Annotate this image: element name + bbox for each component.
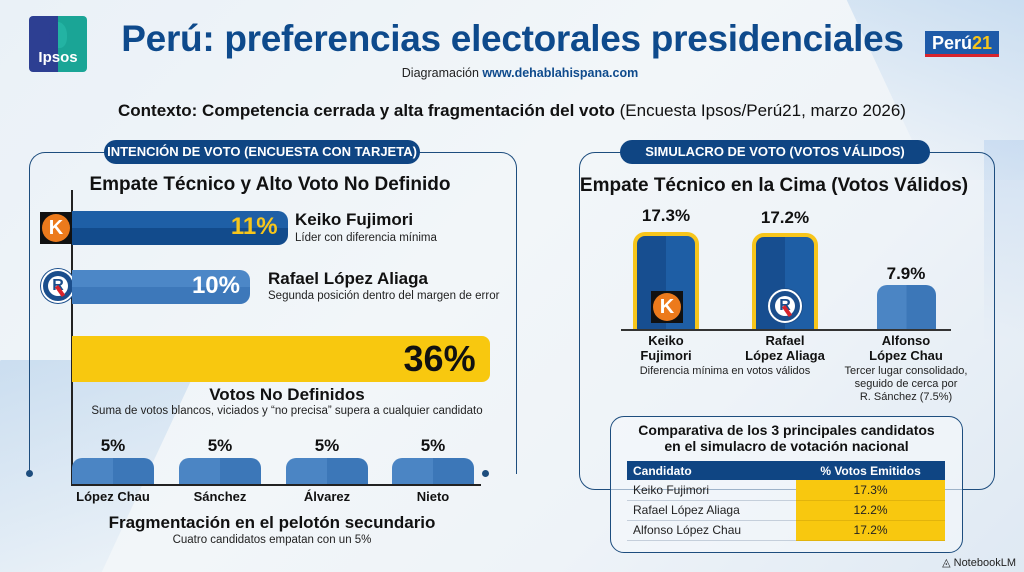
desc-line: seguido de cerca por	[854, 378, 958, 390]
bar-alfonso-lopez-chau-valid	[877, 284, 936, 329]
title-line: Comparativa de los 3 principales candida…	[638, 422, 935, 438]
ipsos-logo: Ipsos	[29, 16, 87, 72]
ipsos-logo-text: Ipsos	[38, 49, 78, 66]
bar-category-label: López Chau	[76, 489, 150, 504]
bar-value-label: 5%	[207, 436, 233, 455]
notebooklm-icon: ◬	[942, 557, 954, 569]
bar-nieto	[392, 458, 474, 484]
notebooklm-text: NotebookLM	[953, 557, 1016, 569]
table-row: Rafael López Aliaga 12.2%	[627, 500, 945, 521]
bar-sanchez	[179, 458, 261, 484]
connector-dot	[482, 470, 489, 477]
bar-votos-no-definidos: 36%	[72, 336, 490, 382]
candidate-name: Rafael López Aliaga	[268, 269, 428, 288]
third-place-desc: Tercer lugar consolidado, seguido de cerc…	[836, 365, 976, 404]
candidate-name: Keiko Fujimori	[295, 210, 414, 229]
bar-category-label: Rafael López Aliaga	[725, 333, 845, 363]
fuerza-popular-k-icon: K	[651, 290, 683, 323]
label-line: Rafael	[765, 333, 805, 348]
column-header: Candidato	[627, 461, 797, 480]
candidate-desc: Segunda posición dentro del margen de er…	[268, 290, 500, 302]
bar-category-label: Nieto	[416, 489, 450, 504]
bar-alvarez	[286, 458, 368, 484]
bar-keiko-fujimori-valid: K	[633, 232, 699, 329]
context-line: Contexto: Competencia cerrada y alta fra…	[0, 101, 1024, 121]
table-cell: 12.2%	[796, 500, 945, 521]
bar-rafael-lopez-aliaga-valid: R	[752, 232, 818, 329]
bar-value-label: 36%	[403, 338, 476, 379]
candidate-desc: Líder con diferencia mínima	[295, 232, 437, 244]
notebooklm-badge: ◬ NotebookLM	[942, 556, 1016, 569]
bar-category-label: Keiko Fujimori	[606, 333, 726, 363]
ipsos-head-icon	[49, 22, 67, 48]
renovacion-popular-r-icon: R	[41, 269, 75, 303]
label-line: Alfonso	[881, 333, 931, 348]
bar-value-label: 5%	[100, 436, 126, 455]
bar-value-label: 10%	[191, 272, 240, 299]
table-cell: 17.3%	[796, 480, 945, 501]
credit-site: www.dehablahispana.com	[482, 66, 639, 80]
table-cell: 17.2%	[796, 520, 945, 541]
right-panel-tab: SIMULACRO DE VOTO (VOTOS VÁLIDOS)	[620, 140, 930, 164]
bar-value-label: 11%	[230, 213, 278, 240]
bar-category-label: Sánchez	[193, 489, 247, 504]
bar-keiko-fujimori: 11%	[72, 211, 288, 245]
table-cell: Rafael López Aliaga	[627, 500, 797, 521]
right-chart-title: Empate Técnico en la Cima (Votos Válidos…	[579, 175, 969, 196]
title-line: en el simulacro de votación nacional	[664, 438, 909, 454]
bar-value-label: 17.2%	[760, 208, 810, 227]
k-letter: K	[42, 214, 70, 242]
bar-value-label: 7.9%	[886, 264, 926, 283]
context-source: (Encuesta Ipsos/Perú21, marzo 2026)	[614, 101, 906, 120]
table-row: Keiko Fujimori 17.3%	[627, 480, 945, 501]
left-chart-title: Empate Técnico y Alto Voto No Definido	[89, 174, 451, 195]
peru21-logo-number: 21	[972, 33, 993, 53]
left-chart-y-axis	[71, 190, 73, 484]
column-header: % Votos Emitidos	[796, 461, 945, 480]
page-title: Perú: preferencias electorales presidenc…	[121, 18, 904, 59]
left-chart-x-axis	[71, 484, 481, 486]
top-two-desc: Diferencia mínima en votos válidos	[639, 365, 811, 377]
table-cell: Alfonso López Chau	[627, 520, 797, 541]
left-panel-frame	[29, 152, 517, 474]
comparison-table: Candidato % Votos Emitidos Keiko Fujimor…	[627, 461, 945, 541]
fragmentation-desc: Cuatro candidatos empatan con un 5%	[172, 534, 372, 546]
right-chart-x-axis	[621, 329, 951, 331]
bar-category-label: Álvarez	[303, 489, 351, 504]
label-line: Fujimori	[640, 348, 692, 363]
undecided-desc: Suma de votos blancos, viciados y “no pr…	[91, 405, 483, 417]
bar-lopez-chau	[72, 458, 154, 484]
bar-value-label: 5%	[420, 436, 446, 455]
credit-prefix: Diagramación	[401, 66, 479, 80]
fuerza-popular-k-icon: K	[40, 212, 72, 244]
credit-line: Diagramación www.dehablahispana.com	[370, 66, 670, 80]
left-panel-tab: INTENCIÓN DE VOTO (ENCUESTA CON TARJETA)	[104, 140, 420, 164]
connector-dot	[26, 470, 33, 477]
bar-category-label: Alfonso López Chau	[846, 333, 966, 363]
desc-line: R. Sánchez (7.5%)	[859, 391, 953, 403]
fragmentation-title: Fragmentación en el pelotón secundario	[108, 513, 436, 532]
desc-line: Tercer lugar consolidado,	[844, 365, 968, 377]
label-line: López Chau	[869, 348, 943, 363]
comparison-table-title: Comparativa de los 3 principales candida…	[610, 422, 963, 454]
peru21-logo: Perú21	[925, 31, 999, 57]
label-line: Keiko	[648, 333, 684, 348]
label-line: López Aliaga	[745, 348, 825, 363]
renovacion-popular-r-icon: R	[768, 288, 802, 323]
bar-value-label: 17.3%	[641, 206, 691, 225]
table-cell: Keiko Fujimori	[627, 480, 797, 501]
undecided-title: Votos No Definidos	[209, 385, 365, 404]
k-letter: K	[653, 292, 681, 321]
peru21-logo-text: Perú	[931, 33, 972, 53]
bar-rafael-lopez-aliaga: 10%	[72, 270, 250, 304]
bar-value-label: 5%	[314, 436, 340, 455]
table-header-row: Candidato % Votos Emitidos	[627, 461, 945, 480]
context-bold: Contexto: Competencia cerrada y alta fra…	[118, 101, 615, 120]
table-row: Alfonso López Chau 17.2%	[627, 520, 945, 541]
